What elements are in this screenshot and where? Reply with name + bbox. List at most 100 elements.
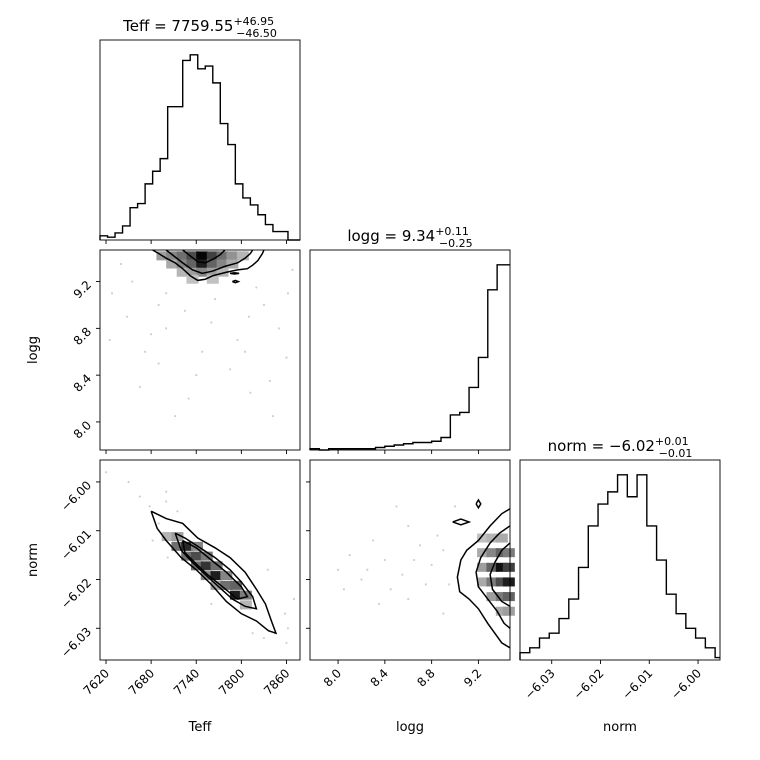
scatter-point [183,309,187,312]
contour-level-1 [152,249,265,282]
y-tick-label-logg: 8.8 [71,325,94,348]
scatter-point [165,490,168,493]
x-tick-label-norm: −6.00 [668,666,704,702]
density-cell [502,606,515,616]
scatter-point [119,262,123,266]
scatter-point [389,588,392,591]
scatter-point [292,597,296,601]
contour-island [229,272,240,275]
scatter-point [266,568,269,571]
x-tick-label-logg: 8.0 [321,666,344,689]
scatter-point [187,397,190,400]
density-cell [477,533,490,543]
scatter-point [108,338,111,342]
x-tick-label-logg: 9.2 [461,666,484,689]
scatter-point [407,597,410,601]
title-logg: logg = 9.34+0.11 −0.25 [347,225,472,250]
panel-frame [309,459,511,661]
density-cell [495,606,508,616]
scatter-point [165,327,168,330]
logg-norm-density-panel [309,459,515,661]
density-cell [196,251,209,261]
scatter-point [195,374,198,377]
teff-norm-density-panel [99,459,301,661]
y-tick-label-norm: −6.02 [58,576,94,612]
x-axis-label-logg: logg [396,720,424,735]
teff-histogram-panel [99,39,301,241]
x-tick-label-teff: 7800 [216,666,247,697]
contour-level-2 [475,525,511,629]
scatter-point [104,471,108,474]
density-cell [502,577,515,587]
norm-histogram-step [519,474,720,660]
density-cell [206,251,219,261]
scatter-point [125,315,129,318]
density-cell [486,577,499,587]
density-cell [176,251,189,261]
scatter-point [251,632,254,635]
density-cell [176,259,189,269]
x-tick-label-norm: −6.03 [522,666,558,702]
contour-level-3 [181,539,249,600]
scatter-point [244,350,247,353]
scatter-point [360,578,363,581]
density-cell [196,267,209,277]
density-cell [186,259,199,269]
scatter-point [271,414,275,418]
logg-histogram-panel [309,249,511,451]
scatter-point [286,627,290,630]
density-cell [495,533,508,543]
scatter-point [453,505,457,508]
density-cell [166,251,179,261]
scatter-point [255,286,258,289]
y-tick-label-logg: 9.2 [71,278,94,301]
density-cell [502,562,515,572]
scatter-point [291,268,294,271]
scatter-point [166,556,169,559]
density-cell [477,562,490,572]
density-cell [216,251,229,261]
density-cell [495,592,508,602]
scatter-point [174,414,177,418]
scatter-point [176,510,179,513]
scatter-point [283,612,287,615]
density-cell [239,600,252,610]
scatter-point [148,505,151,508]
density-cell [486,533,499,543]
scatter-point [336,568,340,571]
y-tick-label-norm: −6.03 [58,625,94,661]
density-cell [226,251,239,261]
x-tick-label-norm: −6.01 [619,666,655,702]
density-cell [206,259,219,269]
density-cell [486,592,499,602]
scatter-point [285,641,288,645]
scatter-point [448,583,451,586]
density-cell [216,259,229,269]
scatter-point [418,544,422,547]
density-cell [486,548,499,558]
logg-histogram-frame [309,249,511,451]
contour-level-3 [489,542,511,607]
x-tick-label-logg: 8.8 [414,666,437,689]
scatter-point [151,539,154,542]
contour-level-1 [150,510,278,635]
y-axis-label-logg: logg [26,336,41,364]
y-tick-label-logg: 8.4 [71,371,94,394]
contour-island [452,518,472,526]
y-axis-label-norm: norm [26,543,41,577]
teff-histogram-step [99,54,300,241]
density-cell [477,577,490,587]
scatter-point [210,321,213,324]
scatter-point [277,327,281,330]
density-cell [186,274,199,284]
scatter-point [236,338,239,342]
scatter-point [110,292,114,295]
density-cell [200,561,213,571]
density-cell [171,532,184,542]
scatter-point [372,539,375,542]
density-cell [166,259,179,269]
scatter-point [249,391,252,394]
density-cell [206,274,219,284]
density-cell [190,551,203,561]
